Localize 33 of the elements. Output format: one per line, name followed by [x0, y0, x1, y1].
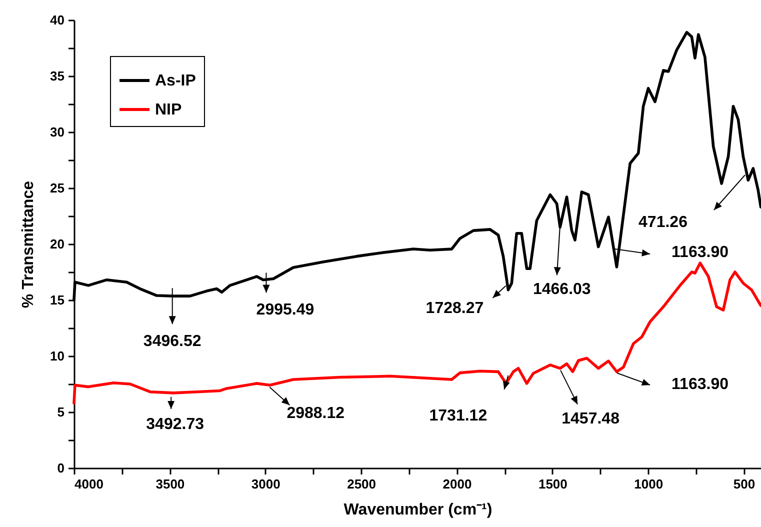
x-tick-label: 1500	[538, 476, 568, 492]
y-tick-label: 30	[50, 124, 64, 140]
y-tick-label: 35	[50, 68, 64, 84]
annotation: 471.26	[638, 214, 688, 231]
x-tick-label: 4000	[74, 476, 104, 492]
x-tick-label: 2000	[442, 476, 472, 492]
annotation: 1728.27	[426, 300, 484, 317]
x-tick-label: 500	[733, 476, 756, 492]
x-tick-label: 1000	[634, 476, 664, 492]
annotation: 1466.03	[532, 281, 591, 298]
annotation: 2995.49	[256, 302, 314, 319]
x-tick-label: 2500	[347, 476, 376, 492]
annotation: 3492.73	[146, 416, 204, 433]
y-tick-label: 25	[50, 180, 64, 196]
line-series	[72, 262, 761, 404]
x-tick-label: 3500	[156, 476, 185, 492]
y-tick-label: 10	[50, 348, 64, 364]
annotation: 3496.52	[143, 333, 202, 350]
annotation: 1457.48	[562, 410, 620, 428]
y-tick-label: 0	[57, 460, 64, 476]
y-axis-title: % Transmittance	[20, 180, 38, 308]
y-tick-label: 20	[50, 236, 64, 252]
annotation: 1163.90	[672, 376, 729, 393]
y-tick-label: 5	[57, 404, 64, 420]
legend-label: As-IP	[155, 72, 196, 90]
y-tick-label: 15	[50, 292, 64, 308]
x-axis-title: Wavenumber (cm⁻¹)	[344, 502, 492, 518]
legend-label: NIP	[155, 102, 182, 118]
annotation: 1731.12	[429, 407, 488, 424]
annotation: 1163.90	[672, 244, 729, 261]
annotation: 2988.12	[286, 405, 345, 422]
x-tick-label: 3000	[251, 476, 280, 492]
y-tick-label: 40	[50, 12, 64, 28]
